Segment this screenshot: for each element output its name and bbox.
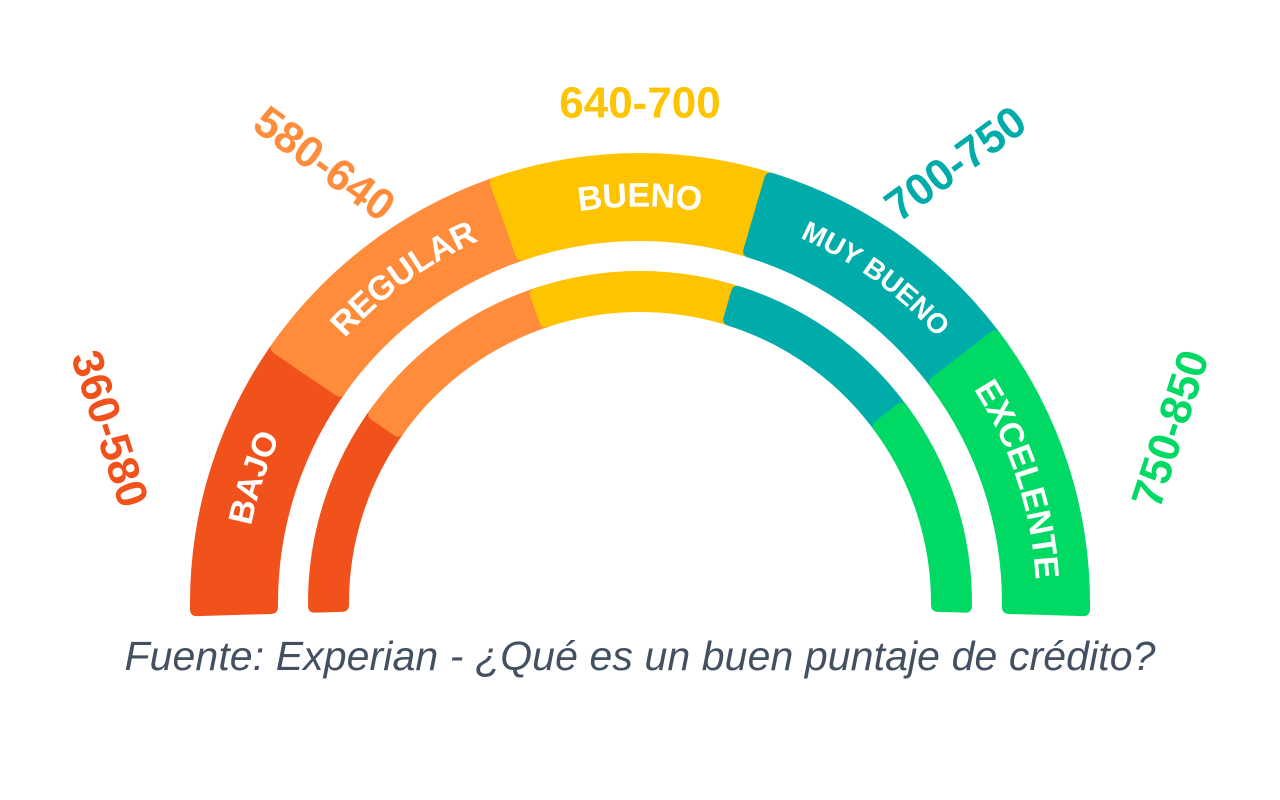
svg-text:700-750: 700-750 — [876, 97, 1035, 232]
svg-text:580-640: 580-640 — [245, 97, 404, 232]
svg-text:750-850: 750-850 — [1122, 344, 1219, 513]
svg-text:BUENO: BUENO — [575, 177, 704, 219]
svg-text:640-700: 640-700 — [559, 79, 720, 128]
svg-text:360-580: 360-580 — [61, 344, 158, 513]
